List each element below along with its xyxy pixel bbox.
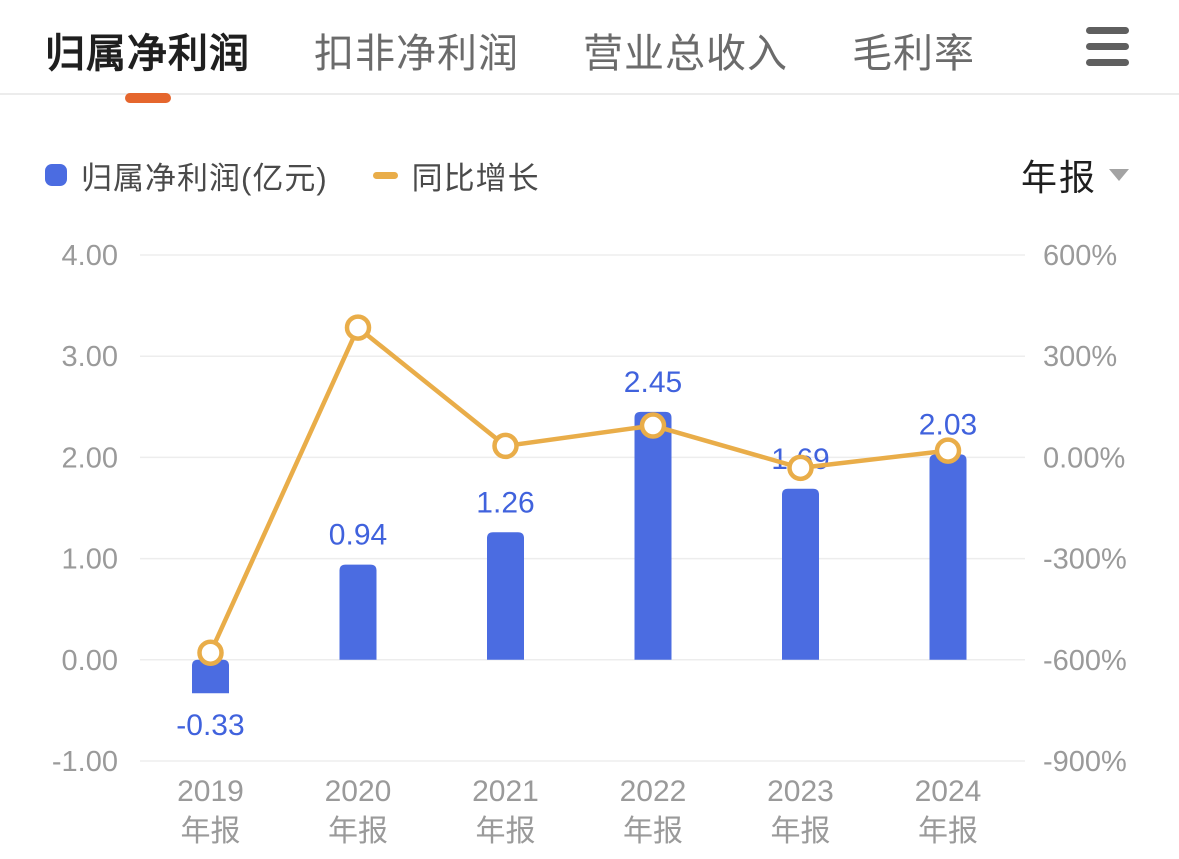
line-point-2020[interactable] xyxy=(344,314,372,341)
legend-item-yoy-growth[interactable]: 同比增长 xyxy=(372,153,540,198)
line-point-2024[interactable] xyxy=(934,437,962,464)
right-axis-tick: -600% xyxy=(1043,645,1127,677)
bar-value-label: 0.94 xyxy=(329,519,387,552)
x-axis-year-label: 2021 xyxy=(472,775,539,808)
period-selector-value: 年报 xyxy=(1020,157,1097,198)
x-axis-year-label: 2019 xyxy=(177,775,244,808)
tab-non-gaap-net-profit[interactable]: 扣非净利润 xyxy=(314,15,519,79)
bar-value-label: 2.45 xyxy=(624,366,682,399)
x-axis-year-label: 2020 xyxy=(325,775,392,808)
period-selector[interactable]: 年报 xyxy=(1021,149,1129,201)
legend-row: 归属净利润(亿元) 同比增长 年报 xyxy=(45,153,1129,198)
bar-value-label: 2.03 xyxy=(919,408,977,441)
x-axis-period-label: 年报 xyxy=(623,815,683,848)
bar-2023[interactable] xyxy=(782,488,819,660)
legend-label: 归属净利润(亿元) xyxy=(81,160,328,196)
tab-gross-margin[interactable]: 毛利率 xyxy=(852,15,975,79)
left-axis-tick: 0.00 xyxy=(62,645,118,677)
bar-series-swatch xyxy=(45,164,67,186)
caret-down-icon xyxy=(1109,169,1129,181)
bar-2022[interactable] xyxy=(634,411,672,660)
yoy-growth-line xyxy=(208,325,951,655)
right-axis-tick: -300% xyxy=(1043,544,1127,576)
tab-bar: 归属净利润 扣非净利润 营业总收入 毛利率 xyxy=(0,0,1179,103)
hamburger-menu-icon[interactable] xyxy=(1086,23,1129,70)
tab-label: 扣非净利润 xyxy=(314,31,519,76)
x-axis-period-label: 年报 xyxy=(476,815,536,848)
active-tab-underline xyxy=(124,92,171,103)
tab-label: 营业总收入 xyxy=(583,31,788,76)
bar-2021[interactable] xyxy=(487,532,524,660)
bar-value-label: -0.33 xyxy=(176,709,244,742)
bar-2019[interactable] xyxy=(192,659,229,694)
line-point-2023[interactable] xyxy=(787,454,814,482)
tab-label: 归属净利润 xyxy=(45,31,250,76)
left-axis-tick: 4.00 xyxy=(62,240,118,272)
tab-net-profit[interactable]: 归属净利润 xyxy=(45,15,250,103)
bar-2020[interactable] xyxy=(339,564,377,660)
line-series-swatch xyxy=(372,171,398,179)
x-axis-period-label: 年报 xyxy=(328,815,388,848)
right-axis-tick: 600% xyxy=(1043,240,1117,272)
x-axis-period-label: 年报 xyxy=(918,815,978,848)
bar-2024[interactable] xyxy=(929,454,967,660)
x-axis-year-label: 2023 xyxy=(767,775,834,808)
left-axis-tick: 2.00 xyxy=(62,442,118,474)
tab-total-revenue[interactable]: 营业总收入 xyxy=(583,15,788,79)
line-point-2021[interactable] xyxy=(492,432,519,460)
line-point-2019[interactable] xyxy=(197,639,224,666)
left-axis-tick: 3.00 xyxy=(62,341,118,373)
right-axis-tick: 300% xyxy=(1043,341,1117,373)
x-axis-period-label: 年报 xyxy=(181,815,241,848)
line-point-2022[interactable] xyxy=(639,412,667,439)
tab-label: 毛利率 xyxy=(852,31,975,76)
bar-value-label: 1.26 xyxy=(476,486,534,519)
x-axis-period-label: 年报 xyxy=(771,815,831,848)
x-axis-year-label: 2022 xyxy=(620,775,687,808)
right-axis-tick: -900% xyxy=(1043,746,1127,778)
legend-label: 同比增长 xyxy=(411,160,540,196)
left-axis-tick: 1.00 xyxy=(62,544,118,576)
right-axis-tick: 0.00% xyxy=(1043,442,1125,474)
legend-item-net-profit[interactable]: 归属净利润(亿元) xyxy=(45,153,328,198)
x-axis-year-label: 2024 xyxy=(915,775,982,808)
left-axis-tick: -1.00 xyxy=(52,746,118,778)
